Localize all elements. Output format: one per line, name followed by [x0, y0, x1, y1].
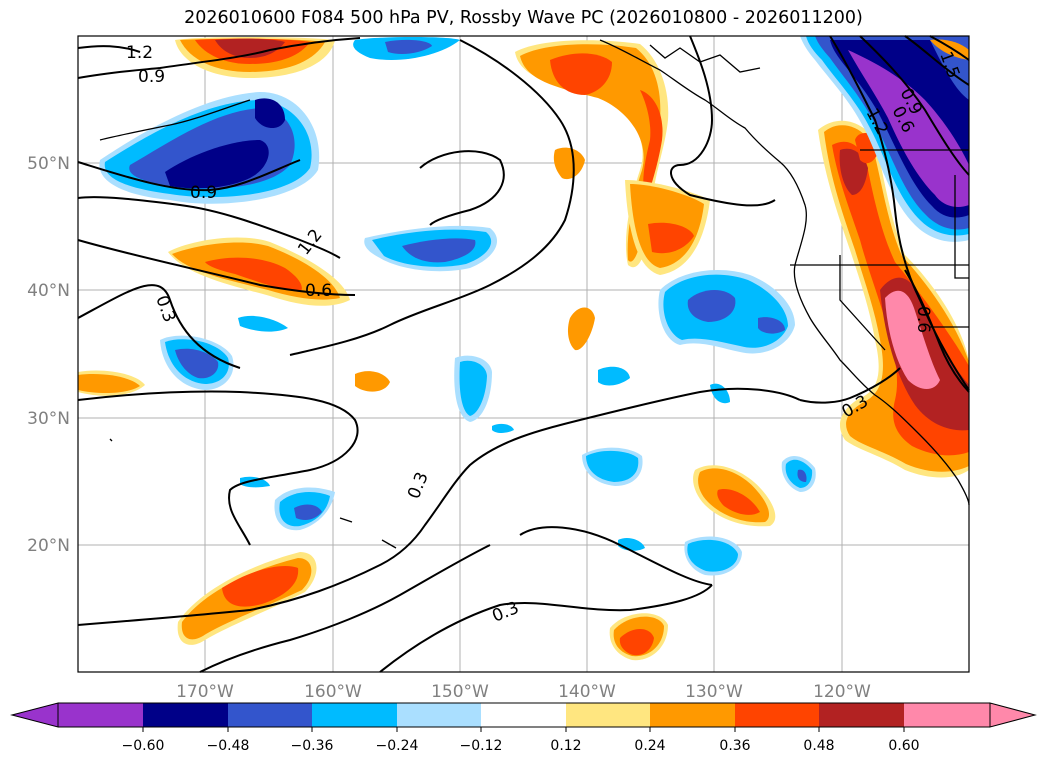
lat-tick-label: 20°N [27, 536, 70, 556]
contour-label: 0.6 [913, 306, 933, 333]
lon-tick-label: 170°W [176, 682, 234, 702]
colorbar-extend-high [989, 702, 1037, 728]
colorbar-segment [397, 703, 481, 727]
colorbar: −0.60 −0.48 −0.36 −0.24 −0.12 0.12 0.24 … [10, 702, 1037, 754]
chart-title: 2026010600 F084 500 hPa PV, Rossby Wave … [184, 8, 863, 28]
colorbar-tick-label: 0.60 [888, 738, 919, 754]
colorbar-tick-label: 0.24 [634, 738, 665, 754]
colorbar-extend-low [10, 702, 59, 728]
colorbar-tick-label: −0.12 [460, 738, 503, 754]
lat-tick-label: 30°N [27, 409, 70, 429]
colorbar-segment [904, 703, 990, 727]
lat-tick-label: 40°N [27, 281, 70, 301]
colorbar-segment [819, 703, 904, 727]
colorbar-segment [650, 703, 735, 727]
lon-tick-label: 160°W [304, 682, 362, 702]
colorbar-tick-label: 0.48 [803, 738, 834, 754]
lon-tick-label: 120°W [813, 682, 871, 702]
colorbar-segment [566, 703, 650, 727]
colorbar-tick-label: −0.36 [291, 738, 334, 754]
contour-label: 1.2 [126, 43, 153, 63]
contour-label: 0.6 [305, 281, 332, 301]
map-panel: 1.2 0.9 0.9 1.2 0.6 0.3 0.3 0.3 0.3 0.9 … [77, 35, 970, 673]
pv-contours [77, 35, 970, 673]
contour-label: 0.9 [138, 67, 165, 87]
colorbar-segment [735, 703, 819, 727]
colorbar-segment [481, 703, 566, 727]
colorbar-segment [143, 703, 228, 727]
contour-label: 0.9 [190, 183, 217, 203]
lon-tick-label: 140°W [558, 682, 616, 702]
colorbar-tick-label: 0.12 [550, 738, 581, 754]
colorbar-tick-label: −0.60 [122, 738, 165, 754]
lat-tick-label: 50°N [27, 154, 70, 174]
lon-tick-label: 130°W [685, 682, 743, 702]
colorbar-tick-label: −0.24 [376, 738, 419, 754]
colorbar-segment [58, 703, 143, 727]
colorbar-segment [228, 703, 312, 727]
colorbar-tick-label: −0.48 [207, 738, 250, 754]
colorbar-tick-label: 0.36 [719, 738, 750, 754]
lat-tick-labels: 50°N 40°N 30°N 20°N [27, 154, 70, 556]
lon-tick-labels: 170°W 160°W 150°W 140°W 130°W 120°W [176, 682, 871, 702]
pv-filled-field [78, 36, 969, 661]
lon-tick-label: 150°W [431, 682, 489, 702]
colorbar-segment [312, 703, 397, 727]
